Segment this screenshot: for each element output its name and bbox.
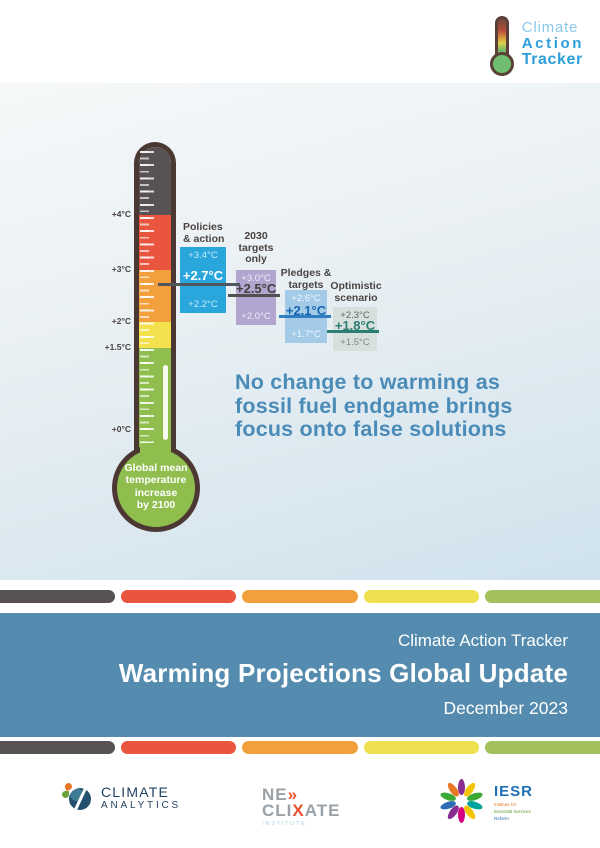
scenario-central-line	[327, 330, 379, 333]
scenario-range-box: +2.3°C +1.8°C +1.5°C	[333, 307, 377, 351]
thermometer-neck	[140, 443, 171, 493]
chevron-mark-icon: X	[292, 801, 305, 821]
scenario-label: Pledges & targets	[280, 267, 332, 291]
climate-analytics-line2: ANALYTICS	[101, 799, 182, 811]
scenario-central-line	[279, 315, 331, 318]
headline: No change to warming as fossil fuel endg…	[235, 370, 513, 442]
scenario-low-value: +1.5°C	[340, 337, 370, 348]
divider-bar	[121, 741, 237, 754]
iesr-subtitle: Institute for Essential Services Reform	[494, 802, 531, 821]
divider-bar	[121, 590, 237, 603]
scenario-label: 2030 targets only	[238, 230, 274, 266]
banner-date: December 2023	[443, 698, 568, 718]
scenario-low-value: +1.7°C	[291, 329, 321, 340]
thermometer-icon	[489, 16, 514, 76]
newclimate-subtitle: INSTITUTE	[262, 821, 307, 828]
scenario-low-value: +2.0°C	[241, 311, 271, 322]
iesr-name: IESR	[494, 783, 534, 800]
divider-bar	[242, 590, 358, 603]
scenario-central-value: +2.1°C	[285, 303, 327, 318]
scenario-range-box: +3.0°C +2.5°C +2.0°C	[236, 270, 276, 325]
banner-kicker: Climate Action Tracker	[397, 631, 568, 650]
footer: CLIMATE ANALYTICS NE» CLIXATE INSTITUTE …	[0, 757, 600, 848]
axis-label-4c: +4°C	[111, 209, 131, 219]
logo-word-tracker: Tracker	[521, 50, 583, 68]
axis-label-1-5c: +1.5°C	[104, 342, 131, 352]
scenario-central-value: +1.8°C	[334, 318, 376, 333]
header: Climate Action Tracker	[0, 0, 600, 83]
divider-bar	[484, 590, 600, 603]
scenario-central-value: +2.5°C	[236, 281, 277, 296]
scenario-label: Policies & action	[183, 221, 225, 245]
logo-word-action: Action	[521, 34, 584, 52]
scenario-central-line	[158, 283, 240, 286]
scenario-central-line	[228, 294, 280, 297]
climate-analytics-line1: CLIMATE	[101, 783, 170, 800]
newclimate-institute-logo: NE» CLIXATE INSTITUTE	[262, 785, 341, 828]
scenario-range-box: +3.4°C +2.7°C +2.2°C	[180, 247, 226, 313]
divider-bar	[0, 590, 116, 603]
scenario-high-value: +3.4°C	[188, 250, 218, 261]
hero-infographic: Global mean temperature increase by 2100…	[0, 83, 600, 580]
scenario-high-value: +3.0°C	[241, 273, 271, 284]
logo-word-climate: Climate	[521, 19, 579, 36]
axis-label-3c: +3°C	[111, 264, 131, 274]
divider-bar	[363, 590, 479, 603]
axis-label-0c: +0°C	[111, 424, 131, 434]
divider-bar	[242, 741, 358, 754]
chevron-mark-icon: »	[287, 785, 299, 804]
bulb-label: Global mean temperature increase by 2100	[124, 462, 188, 512]
tick-marks-minor	[140, 151, 149, 447]
pinwheel-icon	[437, 777, 485, 825]
glass-reflection	[163, 365, 168, 440]
climate-analytics-logo: CLIMATE ANALYTICS	[62, 782, 182, 811]
scenario-central-value: +2.7°C	[182, 268, 224, 283]
scenario-high-value: +2.6°C	[291, 293, 321, 304]
title-banner: Climate Action Tracker Warming Projectio…	[0, 613, 600, 737]
divider-bar	[0, 741, 116, 754]
iesr-logo: IESR Institute for Essential Services Re…	[437, 777, 533, 825]
divider-bar	[484, 741, 600, 754]
leaf-icon	[64, 782, 73, 791]
leaf-icon	[62, 791, 69, 798]
divider-bar	[363, 741, 479, 754]
climate-action-tracker-logo: Climate Action Tracker	[489, 16, 584, 76]
divider-bars-bottom	[0, 737, 600, 757]
axis-label-2c: +2°C	[111, 316, 131, 326]
scenario-low-value: +2.2°C	[188, 299, 218, 310]
scenario-label: Optimistic scenario	[330, 280, 382, 304]
banner-title: Warming Projections Global Update	[118, 658, 568, 688]
globe-icon	[62, 782, 94, 811]
scenario-high-value: +2.3°C	[340, 310, 370, 321]
divider-bars-top	[0, 580, 600, 613]
